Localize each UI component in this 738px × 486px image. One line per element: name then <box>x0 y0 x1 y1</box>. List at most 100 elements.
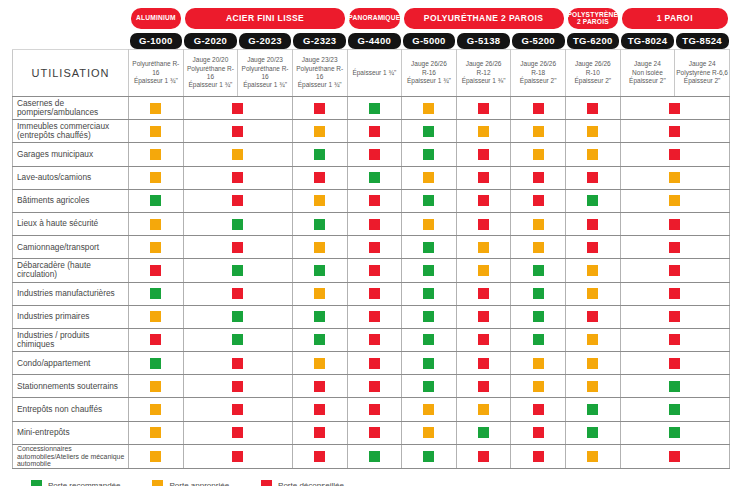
model-cell-g-5000: G-5000 <box>402 32 457 50</box>
rating-square-appropriee <box>587 288 598 299</box>
rating-square-appropriee <box>232 149 243 160</box>
rating-square-recommandee <box>669 381 680 392</box>
spec-line: Polyuréthane R-16 <box>238 65 292 82</box>
spec-cell-g-2023: Jauge 20/23Polyuréthane R-16Épaisseur 1 … <box>238 50 293 97</box>
rating-square-appropriee <box>150 103 161 114</box>
rating-square-recommandee <box>533 265 544 276</box>
model-header-g-2020: G-2020 <box>184 33 237 49</box>
spec-line: Polyuréthane R-16 <box>184 65 238 82</box>
rating-square-deconseillee <box>478 451 489 462</box>
model-cell-tg-6200: TG-6200 <box>566 32 621 50</box>
rating-cell <box>129 120 184 143</box>
rating-cell <box>402 328 457 351</box>
rating-cell <box>620 189 729 212</box>
rating-square-deconseillee <box>232 404 243 415</box>
rating-square-deconseillee <box>533 404 544 415</box>
rating-square-recommandee <box>423 288 434 299</box>
rating-cell <box>456 166 511 189</box>
rating-cell <box>511 166 566 189</box>
category-cell-panoramique: PANORAMIQUE <box>347 8 402 32</box>
category-band-polyurethane-2-parois: POLYURÉTHANE 2 PAROIS <box>404 8 564 29</box>
rating-square-appropriee <box>150 172 161 183</box>
rating-square-deconseillee <box>314 404 325 415</box>
rating-square-appropriee <box>587 149 598 160</box>
rating-cell <box>456 398 511 421</box>
model-header-g-4400: G-4400 <box>348 33 401 49</box>
rating-square-deconseillee <box>478 219 489 230</box>
rating-square-recommandee <box>423 311 434 322</box>
rating-square-appropriee <box>150 242 161 253</box>
rating-square-appropriee <box>150 311 161 322</box>
rating-square-recommandee <box>423 126 434 137</box>
rating-square-recommandee <box>423 242 434 253</box>
rating-square-deconseillee <box>369 195 380 206</box>
legend-square-deconseillee <box>261 480 272 486</box>
rating-square-deconseillee <box>478 311 489 322</box>
rating-cell <box>292 328 347 351</box>
spec-line: Épaisseur 2" <box>511 77 565 85</box>
rating-cell <box>620 120 729 143</box>
rating-cell <box>620 259 729 282</box>
rating-square-deconseillee <box>314 451 325 462</box>
rating-square-recommandee <box>232 265 243 276</box>
model-header-g-2023: G-2023 <box>239 33 292 49</box>
model-cell-tg-8024: TG-8024 <box>620 32 675 50</box>
rating-cell <box>183 189 292 212</box>
rating-square-deconseillee <box>232 381 243 392</box>
row-label-entrepots-non-chauffes: Entrepôts non chauffés <box>13 398 129 421</box>
legend-label: Porte recommandée <box>48 481 120 486</box>
spec-cell-g-5138: Jauge 26/26R-12Épaisseur 1 ⅜" <box>456 50 511 97</box>
rating-cell <box>566 352 621 375</box>
rating-cell <box>183 236 292 259</box>
rating-cell <box>292 305 347 328</box>
rating-square-recommandee <box>314 311 325 322</box>
rating-cell <box>456 305 511 328</box>
row-label-garages-municipaux: Garages municipaux <box>13 143 129 166</box>
rating-cell <box>402 259 457 282</box>
category-band-1-paroi: 1 PAROI <box>622 8 727 29</box>
rating-cell <box>511 259 566 282</box>
rating-cell <box>456 282 511 305</box>
utilisation-header-cell: UTILISATION <box>13 50 129 97</box>
model-cell-g-2323: G-2323 <box>292 32 347 50</box>
rating-square-recommandee <box>314 219 325 230</box>
rating-cell <box>511 398 566 421</box>
rating-square-deconseillee <box>232 427 243 438</box>
spec-line: Épaisseur 1 ¾" <box>402 77 456 85</box>
rating-square-deconseillee <box>669 219 680 230</box>
rating-cell <box>511 120 566 143</box>
rating-cell <box>347 421 402 444</box>
rating-square-deconseillee <box>478 381 489 392</box>
rating-square-recommandee <box>150 288 161 299</box>
rating-square-deconseillee <box>314 427 325 438</box>
model-cell-g-5200: G-5200 <box>511 32 566 50</box>
spec-line: Jauge 20/20 <box>184 56 238 64</box>
model-header-g-5200: G-5200 <box>512 33 565 49</box>
rating-cell <box>456 212 511 235</box>
rating-cell <box>129 97 184 120</box>
rating-square-recommandee <box>587 195 598 206</box>
rating-cell <box>511 305 566 328</box>
row-label-mini-entrepots: Mini-entrepôts <box>13 421 129 444</box>
rating-cell <box>566 166 621 189</box>
rating-cell <box>620 352 729 375</box>
rating-square-deconseillee <box>232 126 243 137</box>
legend-item-appropriee: Porte appropriée <box>152 480 229 486</box>
rating-square-deconseillee <box>478 334 489 345</box>
row-label-stationnements-souterrains: Stationnements souterrains <box>13 375 129 398</box>
rating-square-deconseillee <box>669 288 680 299</box>
rating-cell <box>456 352 511 375</box>
rating-square-appropriee <box>314 358 325 369</box>
rating-cell <box>620 421 729 444</box>
rating-cell <box>566 282 621 305</box>
rating-square-deconseillee <box>369 219 380 230</box>
rating-cell <box>511 236 566 259</box>
rating-square-recommandee <box>150 195 161 206</box>
spec-line: R-18 <box>511 69 565 77</box>
legend-label: Porte déconseillée <box>278 481 344 486</box>
category-cell-polyurethane-2-parois: POLYURÉTHANE 2 PAROIS <box>402 8 566 32</box>
rating-cell <box>129 375 184 398</box>
rating-square-appropriee <box>314 242 325 253</box>
rating-cell <box>183 120 292 143</box>
rating-square-deconseillee <box>669 103 680 114</box>
